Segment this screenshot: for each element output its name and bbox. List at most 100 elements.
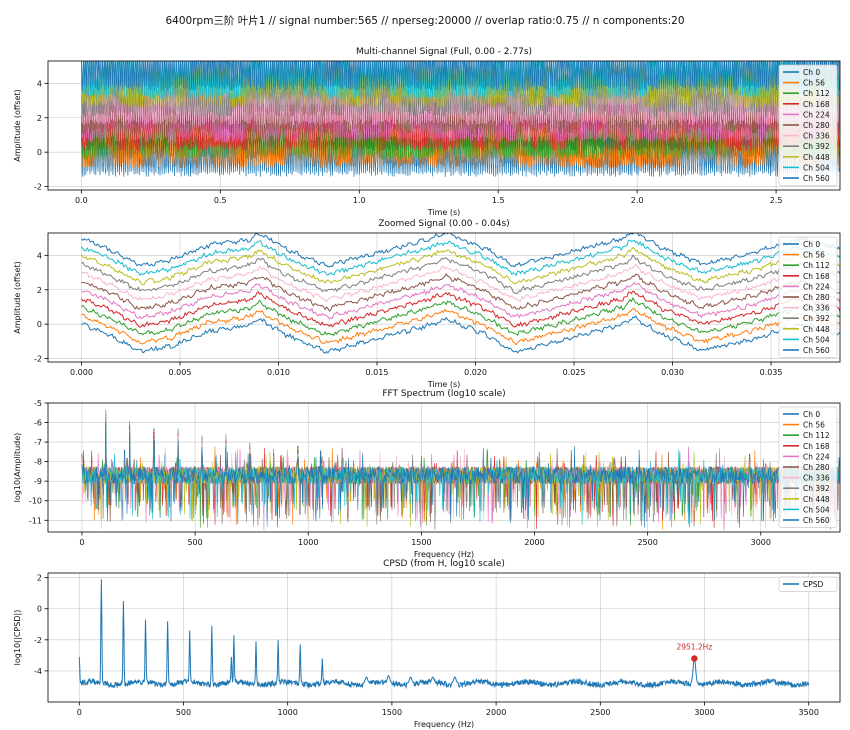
y-tick-label: -4 xyxy=(34,667,42,676)
legend-label: Ch 504 xyxy=(803,163,830,172)
legend-label: Ch 0 xyxy=(803,240,820,249)
y-tick-label: 0 xyxy=(37,605,42,614)
y-tick-label: 2 xyxy=(37,574,42,583)
cpsd-panel: 2951.2Hz 0 500 1000 1500 2000 2500 3000 3500 -4 -2… xyxy=(13,559,841,729)
series-line-ch-504 xyxy=(81,239,840,277)
x-tick-label: 1000 xyxy=(278,708,298,717)
y-tick-label: -6 xyxy=(34,419,42,428)
series-line-ch-112 xyxy=(81,296,840,337)
y-tick-label: -2 xyxy=(34,355,42,364)
legend-label: Ch 504 xyxy=(803,335,830,344)
y-axis-label: log10(|CPSD|) xyxy=(13,610,22,666)
series-line-ch-168 xyxy=(81,290,840,328)
legend-label: Ch 112 xyxy=(803,261,830,270)
legend-label: Ch 224 xyxy=(803,282,830,291)
x-tick-label: 500 xyxy=(176,708,191,717)
x-tick-label: 0.020 xyxy=(464,368,487,377)
y-tick-label: 4 xyxy=(37,251,42,260)
panel-title: Zoomed Signal (0.00 - 0.04s) xyxy=(378,219,509,229)
series-line-cpsd xyxy=(78,579,810,690)
figure-suptitle: 6400rpm三阶 叶片1 // signal number:565 // np… xyxy=(165,14,684,27)
series-line-ch-336 xyxy=(81,263,840,303)
legend-label: Ch 560 xyxy=(803,174,830,183)
y-axis-label: Amplitude (offset) xyxy=(13,261,22,333)
y-tick-label: -7 xyxy=(34,438,42,447)
y-tick-label: -2 xyxy=(34,183,42,192)
series-line-ch-448 xyxy=(81,247,840,286)
axes-frame xyxy=(47,60,841,191)
legend-label: Ch 224 xyxy=(803,110,830,119)
x-tick-label: 0.005 xyxy=(169,368,192,377)
legend: CPSD xyxy=(778,576,838,592)
axes-frame xyxy=(47,402,841,533)
x-tick-label: 2.0 xyxy=(631,196,644,205)
y-tick-label: -8 xyxy=(34,458,42,467)
series-line-ch-560 xyxy=(81,61,840,91)
series-line-ch-280 xyxy=(81,272,840,312)
legend-label: Ch 448 xyxy=(803,153,830,162)
legend-label: Ch 0 xyxy=(803,410,820,419)
x-tick-label: 0 xyxy=(77,708,82,717)
peak-annotation-label: 2951.2Hz xyxy=(676,642,712,651)
series-line-ch-0 xyxy=(81,315,840,354)
x-tick-label: 1000 xyxy=(298,538,318,547)
x-tick-label: 3000 xyxy=(694,708,714,717)
fft-spectrum-panel: 0500100015002000250030003500-11-10-9-8-7… xyxy=(13,389,841,559)
legend-label: Ch 0 xyxy=(803,68,820,77)
series-line-ch-392 xyxy=(81,254,840,295)
legend-label: Ch 560 xyxy=(803,346,830,355)
legend-label: Ch 336 xyxy=(803,474,830,483)
legend-label: Ch 392 xyxy=(803,314,830,323)
x-tick-label: 2.5 xyxy=(770,196,783,205)
x-tick-label: 0 xyxy=(79,538,84,547)
y-tick-label: 2 xyxy=(37,286,42,295)
x-tick-label: 2500 xyxy=(637,538,657,547)
legend-label: Ch 112 xyxy=(803,431,830,440)
zoomed-signal-panel: 0.000 0.005 0.010 0.015 0.020 0.025 0.030 0.035… xyxy=(13,219,841,389)
peak-marker xyxy=(691,655,698,662)
legend-label: Ch 280 xyxy=(803,293,830,302)
y-tick-label: -5 xyxy=(34,399,42,408)
y-tick-label: -2 xyxy=(34,636,42,645)
legend-label: Ch 560 xyxy=(803,516,830,525)
x-axis-label: Time (s) xyxy=(427,380,461,389)
x-axis-label: Time (s) xyxy=(427,208,461,217)
y-tick-label: -10 xyxy=(29,497,42,506)
legend-label: Ch 168 xyxy=(803,442,830,451)
axes-frame xyxy=(47,232,841,363)
x-tick-label: 2000 xyxy=(524,538,544,547)
x-tick-label: 0.5 xyxy=(214,196,227,205)
x-tick-label: 0.000 xyxy=(70,368,93,377)
x-tick-label: 0.035 xyxy=(760,368,783,377)
grid xyxy=(48,233,840,362)
x-axis-label: Frequency (Hz) xyxy=(414,720,474,729)
legend-label: Ch 448 xyxy=(803,495,830,504)
series-line-ch-56 xyxy=(81,307,840,346)
legend-label: Ch 336 xyxy=(803,304,830,313)
series-line-ch-504 xyxy=(80,61,840,100)
y-axis-label: log10(Amplitude) xyxy=(13,433,22,503)
legend-label: Ch 168 xyxy=(803,100,830,109)
x-tick-label: 2500 xyxy=(590,708,610,717)
legend-label: Ch 392 xyxy=(803,142,830,151)
y-tick-label: 2 xyxy=(37,114,42,123)
panel-title: Multi-channel Signal (Full, 0.00 - 2.77s… xyxy=(356,47,532,57)
panel-title: CPSD (from H, log10 scale) xyxy=(383,559,505,569)
y-tick-label: 0 xyxy=(37,148,42,157)
series-line-ch-224 xyxy=(81,281,840,320)
x-tick-label: 2000 xyxy=(486,708,506,717)
x-tick-label: 1500 xyxy=(382,708,402,717)
x-tick-label: 0.030 xyxy=(661,368,684,377)
axes-frame xyxy=(47,572,841,703)
x-tick-label: 0.0 xyxy=(75,196,88,205)
legend-label: Ch 56 xyxy=(803,79,825,88)
x-tick-label: 1.5 xyxy=(492,196,505,205)
x-tick-label: 3000 xyxy=(751,538,771,547)
legend-label: Ch 392 xyxy=(803,484,830,493)
y-tick-label: 4 xyxy=(37,79,42,88)
multichannel-signal-panel: 0.0 0.5 1.0 1.5 2.0 2.5 -2 0 2 4 Multi-channel Sig… xyxy=(13,47,841,217)
